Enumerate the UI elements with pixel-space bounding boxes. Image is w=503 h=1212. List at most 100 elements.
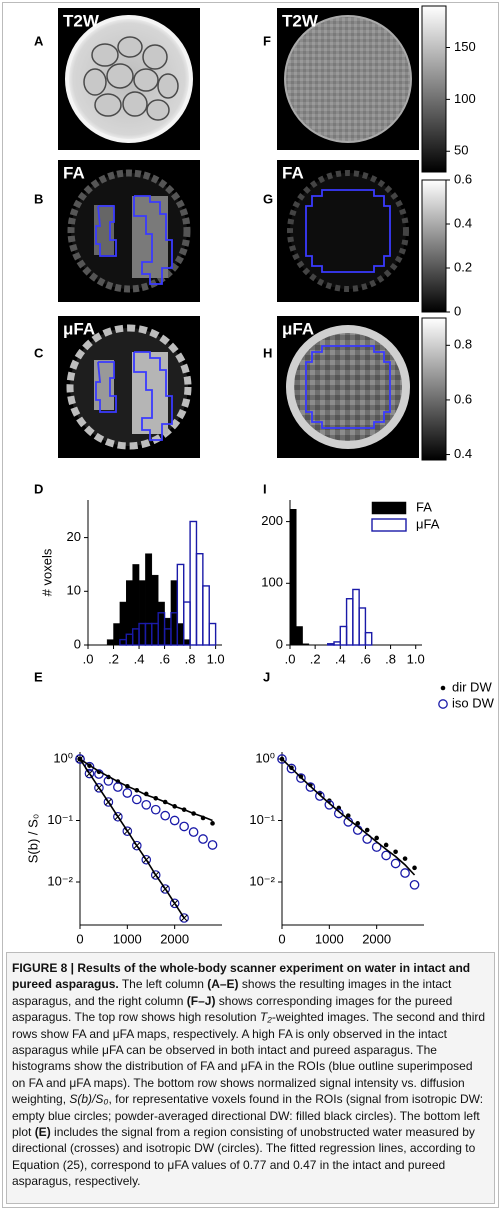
point-circle: [75, 754, 85, 764]
x-tick-label: 2000: [362, 931, 391, 946]
image-label: μFA: [63, 319, 95, 338]
caption-text: S(b)/S₀: [69, 1092, 109, 1107]
data-point: [374, 835, 379, 841]
data-point: [393, 849, 398, 855]
point-circle: [122, 826, 133, 837]
caption-text: includes the signal from a region consis…: [12, 1125, 476, 1189]
panel-letter: C: [34, 345, 44, 360]
histogram-bar: [364, 631, 373, 646]
legend-label: μFA: [416, 516, 440, 531]
figure: AT2WBFACμFADEFT2WGFAHμFAIJ150100500.60.4…: [25, 5, 495, 946]
y-tick-label: 100: [261, 575, 283, 590]
data-point: [305, 782, 316, 792]
legend-label: dir DW: [452, 679, 492, 694]
point-circle: [141, 854, 152, 865]
data-point: [210, 821, 215, 826]
fit-line: [79, 758, 185, 919]
histogram-bar: [126, 580, 133, 646]
data-point: [364, 827, 370, 833]
histogram-bar: [296, 626, 303, 646]
data-point: [409, 879, 420, 890]
colorbar-tick-label: 0.8: [454, 337, 472, 352]
histogram-bar: [106, 639, 114, 646]
data-point: [371, 842, 382, 852]
x-tick-label: .8: [185, 651, 196, 666]
image-g: [277, 160, 419, 302]
panel-letter: E: [34, 669, 43, 684]
histogram-bar: [132, 564, 140, 646]
image-c: [58, 316, 200, 458]
data-point: [390, 858, 401, 869]
colorbar-tick-label: 0.2: [454, 259, 472, 274]
histogram-bar: [164, 617, 172, 646]
y-tick-label: 200: [261, 513, 283, 528]
histogram-bar: [358, 607, 367, 646]
point-circle: [179, 913, 189, 923]
y-tick-label: 10⁻¹: [249, 812, 275, 827]
caption-text: (F–J): [186, 993, 216, 1008]
caption-text: (E): [34, 1125, 51, 1140]
x-tick-label: .6: [360, 651, 371, 666]
caption-text: (A–E): [207, 977, 239, 992]
histogram-bar: [145, 553, 153, 646]
data-point: [333, 808, 344, 819]
caption-text: FIGURE 8 | Results of the whole-body sca…: [12, 961, 471, 992]
point-circle: [113, 811, 123, 822]
data-point: [160, 810, 171, 821]
caption-text: -weighted images. The second and third r…: [12, 1010, 486, 1107]
histogram-bar: [138, 580, 146, 646]
colorbar-tick-label: 0.4: [454, 446, 472, 461]
image-label: FA: [63, 163, 85, 182]
y-tick-label: 10⁻¹: [47, 812, 73, 827]
data-point: [207, 840, 218, 850]
x-tick-label: .8: [385, 651, 396, 666]
fit-line: [281, 758, 416, 876]
caption-box: [6, 952, 495, 1204]
histogram-bar: [345, 598, 354, 646]
colorbar-tick-label: 100: [454, 91, 476, 106]
legend-label: iso DW: [452, 695, 495, 710]
image-h: [277, 316, 419, 458]
x-tick-label: .6: [159, 651, 170, 666]
colorbar-tick-label: 150: [454, 39, 476, 54]
y-tick-label: 0: [276, 636, 283, 651]
colorbar-tick-label: 0: [454, 303, 461, 318]
point-circle: [150, 870, 161, 880]
legend-label: FA: [416, 499, 432, 514]
histogram-bar: [119, 601, 127, 646]
histogram-bar: [302, 643, 310, 646]
x-tick-label: .4: [134, 651, 145, 666]
image-f: [277, 8, 419, 150]
caption-text: , for representative voxels found in the…: [12, 1092, 484, 1140]
image-a: [58, 8, 200, 150]
histogram-bar: [202, 585, 210, 646]
histogram-bar: [177, 623, 184, 646]
panel-letter: A: [34, 33, 44, 48]
panel-letter: J: [263, 669, 270, 684]
image-label: T2W: [282, 11, 319, 30]
data-point: [345, 813, 351, 818]
data-point: [198, 834, 208, 844]
histogram-bar: [327, 643, 335, 646]
data-point: [296, 773, 306, 783]
data-point: [286, 763, 297, 774]
data-point: [122, 788, 133, 798]
histogram-bar: [183, 601, 191, 646]
x-tick-label: .4: [335, 651, 346, 666]
data-point: [150, 804, 161, 815]
legend-marker: [440, 685, 446, 691]
colorbar: [421, 179, 447, 313]
histogram-bar: [333, 641, 341, 646]
point-circle: [169, 898, 180, 909]
image-label: T2W: [63, 11, 100, 30]
data-point: [324, 799, 335, 810]
y-tick-label: 10⁻²: [249, 873, 275, 888]
image-label: FA: [282, 163, 304, 182]
y-axis-label: # voxels: [39, 548, 54, 596]
x-tick-label: 1.0: [407, 651, 425, 666]
histogram-bar: [189, 520, 198, 646]
point-circle: [103, 797, 114, 807]
x-tick-label: 1000: [315, 931, 344, 946]
y-tick-label: 10⁰: [255, 750, 275, 765]
